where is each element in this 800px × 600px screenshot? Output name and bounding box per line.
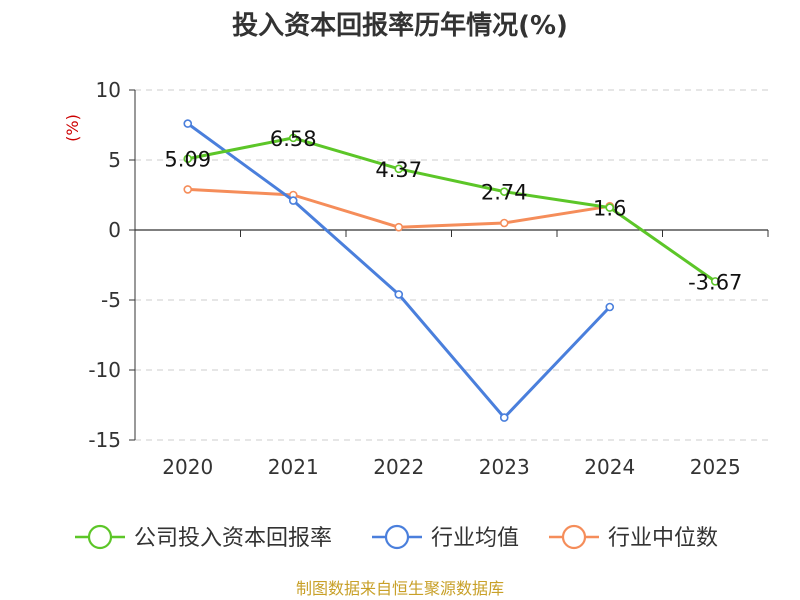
data-point	[394, 164, 404, 174]
axes: 10 5 0 -5 -10 -15 2020 2021 2022 2023 2024 2025	[88, 78, 769, 479]
data-label: 5.09	[164, 148, 211, 172]
data-label: -3.67	[688, 270, 742, 294]
y-tick-label: -15	[88, 428, 121, 452]
data-point	[394, 290, 404, 299]
data-point	[288, 133, 298, 143]
data-label: 2.74	[481, 181, 528, 205]
y-tick-label: 10	[96, 78, 121, 102]
data-point	[183, 185, 193, 194]
source-note: 制图数据来自恒生聚源数据库	[296, 579, 504, 598]
data-label: 6.58	[270, 127, 317, 151]
data-point	[499, 413, 509, 422]
data-point	[605, 203, 615, 212]
chart-title: 投入资本回报率历年情况(%)	[232, 10, 568, 41]
x-tick-label: 2021	[268, 455, 319, 479]
legend-item-1[interactable]: 行业均值	[372, 524, 519, 551]
data-point	[710, 277, 720, 286]
legend-label: 公司投入资本回报率	[134, 526, 332, 551]
data-labels: 5.09 6.58 4.37 2.74 1.6 -3.67	[164, 127, 742, 295]
x-tick-label: 2020	[162, 455, 213, 479]
legend-label: 行业中位数	[608, 526, 718, 551]
legend-marker	[561, 524, 587, 550]
legend-marker	[87, 524, 113, 550]
legend-item-2[interactable]: 行业中位数	[549, 524, 718, 551]
series-line-0	[187, 136, 717, 283]
y-tick-label: 5	[108, 148, 121, 172]
data-point	[605, 302, 615, 312]
legend-label: 行业均值	[431, 526, 519, 551]
legend-marker	[384, 524, 410, 550]
data-point	[499, 218, 509, 228]
x-tick-label: 2023	[479, 455, 530, 479]
series-layer	[183, 119, 720, 422]
data-point	[288, 196, 298, 205]
data-point	[183, 154, 193, 164]
data-label: 1.6	[593, 197, 626, 221]
x-tick-label: 2024	[584, 455, 635, 479]
y-tick-label: -5	[101, 288, 121, 312]
y-tick-label: 0	[108, 218, 121, 242]
y-axis-label: (%)	[63, 114, 82, 142]
series-line-2	[187, 187, 610, 229]
legend: 公司投入资本回报率 行业均值 行业中位数	[75, 524, 718, 551]
data-point	[394, 222, 404, 232]
x-tick-label: 2022	[373, 455, 424, 479]
legend-item-0[interactable]: 公司投入资本回报率	[75, 524, 332, 551]
grid	[135, 89, 768, 441]
data-label: 4.37	[375, 158, 422, 182]
y-tick-label: -10	[88, 358, 121, 382]
x-tick-label: 2025	[690, 455, 741, 479]
data-point	[499, 187, 509, 196]
data-point	[183, 119, 193, 128]
